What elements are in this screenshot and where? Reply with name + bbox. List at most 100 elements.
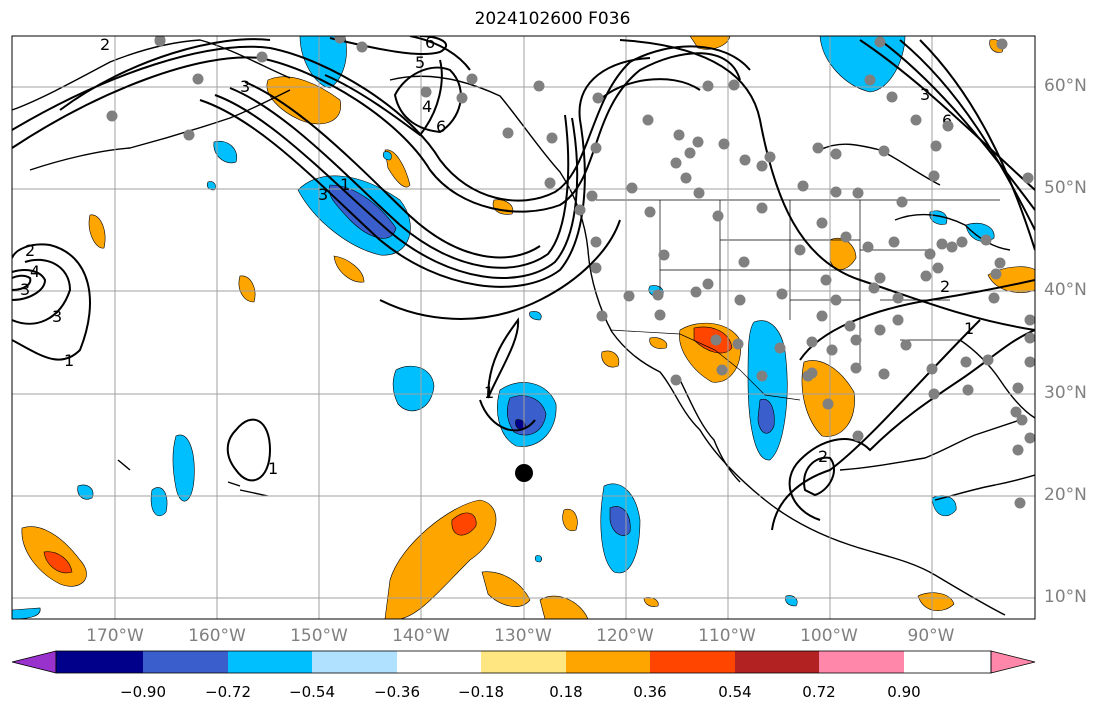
colorbar-segment xyxy=(397,651,481,673)
station-dot xyxy=(928,170,940,182)
lon-label: 130°W xyxy=(494,626,552,646)
station-dot xyxy=(892,292,904,304)
colorbar-tick-label: 0.54 xyxy=(718,683,752,701)
station-dot xyxy=(826,344,838,356)
contour-label: 3 xyxy=(318,185,328,204)
station-dot xyxy=(732,338,744,350)
contour-label: 6 xyxy=(425,33,435,52)
station-dot xyxy=(946,241,958,253)
contour-label: 2 xyxy=(25,241,35,260)
station-dot xyxy=(840,231,852,243)
station-dot xyxy=(850,362,862,374)
colorbar-segment xyxy=(481,651,566,673)
contour-label: 3 xyxy=(240,77,250,96)
station-dot xyxy=(693,187,705,199)
colorbar-segment xyxy=(650,651,735,673)
station-dot xyxy=(806,336,818,348)
colorbar-tick-label: −0.72 xyxy=(205,683,251,701)
station-dot xyxy=(962,384,974,396)
station-dot xyxy=(574,204,586,216)
station-dot xyxy=(1024,314,1035,326)
station-dot xyxy=(776,288,788,300)
station-dot xyxy=(692,136,704,148)
station-dot xyxy=(544,177,556,189)
lon-label: 100°W xyxy=(800,626,858,646)
lon-label: 120°W xyxy=(596,626,654,646)
station-dot xyxy=(456,92,468,104)
station-dot xyxy=(192,73,204,85)
station-dot xyxy=(830,186,842,198)
station-dot xyxy=(739,154,751,166)
contour-label: 1 xyxy=(268,459,278,478)
station-dot xyxy=(642,114,654,126)
colorbar-segment xyxy=(566,651,650,673)
contour-label: 4 xyxy=(422,97,432,116)
colorbar-tick-label: −0.54 xyxy=(289,683,335,701)
station-dots xyxy=(106,36,1035,509)
station-dot xyxy=(654,309,666,321)
colorbar-tick-label: 0.72 xyxy=(802,683,836,701)
station-dot xyxy=(888,236,900,248)
lat-label: 30°N xyxy=(1044,383,1087,403)
station-dot xyxy=(822,398,834,410)
station-dot xyxy=(690,286,702,298)
station-dot xyxy=(990,268,1002,280)
colorbar-segment xyxy=(56,651,143,673)
station-dot xyxy=(728,79,740,91)
station-dot xyxy=(1010,406,1022,418)
contour-label: 1 xyxy=(340,175,350,194)
station-dot xyxy=(1024,332,1035,344)
station-dot xyxy=(183,129,195,141)
station-dot xyxy=(420,86,432,98)
lon-label: 90°W xyxy=(907,626,955,646)
lon-label: 140°W xyxy=(392,626,450,646)
station-dot xyxy=(710,334,722,346)
contour-label: 5 xyxy=(415,53,425,72)
station-dot xyxy=(816,217,828,229)
station-dot xyxy=(812,142,824,154)
station-dot xyxy=(942,120,954,132)
contour-label: 2 xyxy=(100,35,110,54)
station-dot xyxy=(712,210,724,222)
station-dot xyxy=(874,324,886,336)
map-title: 2024102600 F036 xyxy=(474,9,631,29)
station-dot xyxy=(924,248,936,260)
station-dot xyxy=(892,314,904,326)
station-dot xyxy=(702,278,714,290)
contour-label: 2 xyxy=(818,447,828,466)
contour-label: 1 xyxy=(964,319,974,338)
station-dot xyxy=(154,36,166,47)
station-dot xyxy=(546,132,558,144)
station-dot xyxy=(702,80,714,92)
station-dot xyxy=(1014,497,1026,509)
station-dot xyxy=(956,236,968,248)
station-dot xyxy=(862,241,874,253)
station-dot xyxy=(106,110,118,122)
station-dot xyxy=(874,272,886,284)
station-dot xyxy=(1024,432,1035,444)
station-dot xyxy=(756,370,768,382)
station-dot xyxy=(910,114,922,126)
colorbar xyxy=(11,650,1036,674)
station-dot xyxy=(590,262,602,274)
station-dot xyxy=(590,236,602,248)
lon-label: 160°W xyxy=(188,626,246,646)
colorbar-extend-low xyxy=(11,650,57,674)
station-dot xyxy=(996,38,1008,50)
station-dot xyxy=(852,187,864,199)
station-dot xyxy=(830,148,842,160)
station-dot xyxy=(928,388,940,400)
station-dot xyxy=(794,244,806,256)
colorbar-segment xyxy=(143,651,228,673)
lon-label: 110°W xyxy=(698,626,756,646)
colorbar-segment xyxy=(312,651,397,673)
station-dot xyxy=(716,364,728,376)
colorbar-tick-label: 0.90 xyxy=(887,683,921,701)
colorbar-tick-label: −0.18 xyxy=(458,683,504,701)
station-dot xyxy=(926,363,938,375)
station-dot xyxy=(930,140,942,152)
colorbar-outline xyxy=(55,650,992,674)
station-dot xyxy=(980,234,992,246)
station-dot xyxy=(936,238,948,250)
contour-label: 1 xyxy=(64,351,74,370)
